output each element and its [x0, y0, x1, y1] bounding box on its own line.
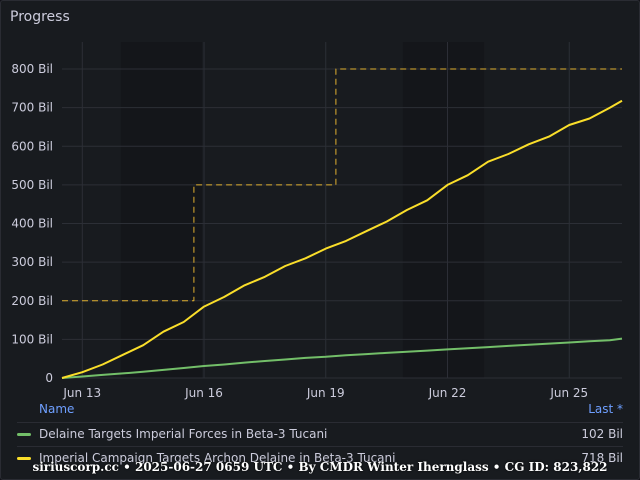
target-line: [62, 68, 622, 302]
legend-row-imperial[interactable]: Imperial Campaign Targets Archon Delaine…: [17, 446, 623, 469]
y-tick-label: 100 Bil: [11, 332, 53, 346]
series-lines: [61, 68, 623, 379]
progress-chart: 0 100 Bil 200 Bil 300 Bil 400 Bil 500 Bil 600 …: [11, 42, 623, 400]
footer-credit: siriuscorp.cc • 2025-06-27 0659 UTC • By…: [32, 460, 608, 474]
legend-series-last-value: 718 Bil: [581, 451, 623, 465]
x-tick-label: Jun 16: [184, 386, 223, 400]
legend-name-header[interactable]: Name: [39, 402, 75, 416]
legend-header: Name Last *: [39, 402, 623, 416]
x-tick-label: Jun 25: [549, 386, 588, 400]
x-tick-label: Jun 19: [306, 386, 345, 400]
shaded-range: [402, 42, 485, 378]
grid: [62, 42, 622, 379]
series-line-0: [61, 337, 623, 379]
shaded-range: [120, 42, 202, 378]
y-tick-label: 800 Bil: [11, 62, 53, 76]
y-axis-ticks: 0 100 Bil 200 Bil 300 Bil 400 Bil 500 Bil 600 …: [11, 62, 53, 385]
y-tick-label: 300 Bil: [11, 255, 53, 269]
y-tick-label: 600 Bil: [11, 139, 53, 153]
y-tick-label: 200 Bil: [11, 294, 53, 308]
y-tick-label: 500 Bil: [11, 178, 53, 192]
shaded-ranges: [120, 42, 485, 378]
legend-swatch-green: [17, 433, 31, 436]
x-tick-label: Jun 13: [62, 386, 101, 400]
y-tick-label: 400 Bil: [11, 217, 53, 231]
x-axis-ticks: Jun 13 Jun 16 Jun 19 Jun 22 Jun 25: [62, 386, 588, 400]
legend-last-header[interactable]: Last *: [588, 402, 623, 416]
legend-series-last-value: 102 Bil: [581, 427, 623, 441]
x-tick-label: Jun 22: [428, 386, 467, 400]
panel-title: Progress: [10, 9, 70, 25]
y-tick-label: 700 Bil: [11, 101, 53, 115]
legend-series-name[interactable]: Imperial Campaign Targets Archon Delaine…: [39, 451, 396, 465]
legend-row-delaine[interactable]: Delaine Targets Imperial Forces in Beta-…: [17, 422, 623, 445]
y-tick-label: 0: [45, 371, 53, 385]
legend-series-name[interactable]: Delaine Targets Imperial Forces in Beta-…: [39, 427, 328, 441]
series-line-1: [61, 99, 623, 379]
legend-swatch-yellow: [17, 457, 31, 460]
